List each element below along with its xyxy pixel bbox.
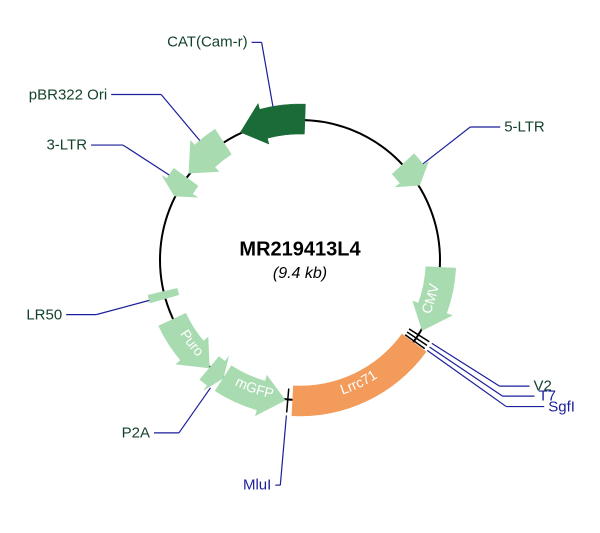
label-pbr322-ori: pBR322 Ori: [29, 86, 107, 103]
leader-lr50: [96, 300, 149, 314]
leader-t7: [429, 347, 502, 396]
plasmid-map: CMVLrrc71mGFPPuro MR219413L4 (9.4 kb) 5-…: [0, 0, 600, 533]
label-five-ltr: 5-LTR: [504, 119, 545, 136]
leader-sgfi: [427, 350, 506, 406]
leader-v2: [432, 343, 500, 386]
leader-mlui: [280, 415, 286, 485]
label-lr50: LR50: [26, 306, 62, 323]
leader-three-ltr: [123, 145, 169, 175]
leader-five-ltr: [423, 127, 470, 164]
plasmid-size: (9.4 kb): [273, 265, 327, 283]
label-cat: CAT(Cam-r): [167, 34, 248, 51]
leader-pbr322-ori: [161, 95, 200, 141]
feature-mlui: [287, 389, 289, 413]
leader-cat: [262, 42, 273, 106]
plasmid-name: MR219413L4: [239, 239, 360, 262]
label-sgfi: SgfI: [548, 398, 575, 415]
leader-p2a: [179, 388, 211, 433]
label-p2a: P2A: [122, 424, 150, 441]
feature-cat: [240, 104, 305, 145]
label-mlui: MluI: [243, 477, 271, 494]
label-three-ltr: 3-LTR: [46, 137, 87, 154]
